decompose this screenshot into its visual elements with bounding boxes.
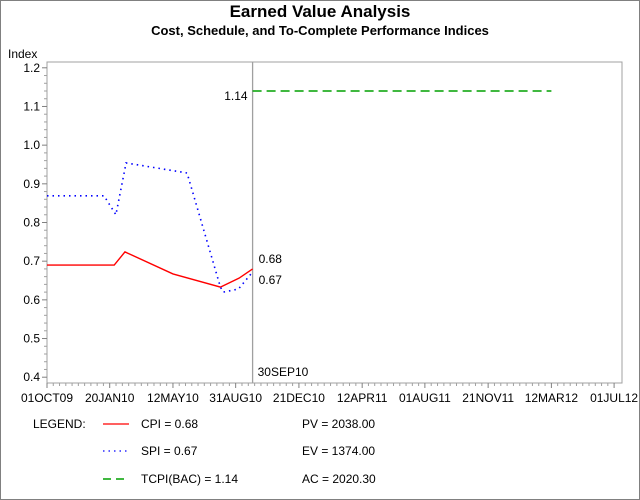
legend-value-pv: PV = 2038.00 (302, 417, 375, 431)
legend-title: LEGEND: (33, 417, 86, 431)
chart-subtitle: Cost, Schedule, and To-Complete Performa… (151, 23, 489, 38)
legend-entry-tcpi: TCPI(BAC) = 1.14 (141, 472, 238, 486)
y-tick-label: 0.7 (23, 254, 40, 268)
series-cpi (47, 251, 253, 288)
legend-value-ev: EV = 1374.00 (302, 444, 375, 458)
x-tick-label: 21DEC10 (273, 391, 325, 405)
chart-title: Earned Value Analysis (230, 2, 411, 21)
x-tick-label: 01AUG11 (399, 391, 451, 405)
legend-entry-cpi: CPI = 0.68 (141, 417, 198, 431)
x-tick-label: 21NOV11 (462, 391, 514, 405)
y-tick-label: 0.4 (23, 370, 40, 384)
x-tick-label: 01JUL12 (590, 391, 638, 405)
y-axis: 0.4 0.5 0.6 0.7 0.8 0.9 1.0 1.1 1.2 (23, 61, 47, 384)
annotation-group: 30SEP10 0.68 0.67 1.14 (224, 89, 308, 379)
y-tick-label: 0.6 (23, 293, 40, 307)
legend: LEGEND: CPI = 0.68 SPI = 0.67 TCPI(BAC) … (33, 417, 376, 486)
x-tick-label: 12APR11 (337, 391, 388, 405)
tcpi-start-label: 1.14 (224, 89, 248, 103)
spi-end-label: 0.67 (259, 273, 283, 287)
x-tick-label: 12MAY10 (147, 391, 199, 405)
y-tick-label: 1.0 (23, 138, 40, 152)
reference-line-label: 30SEP10 (258, 365, 309, 379)
x-tick-label: 12MAR12 (525, 391, 579, 405)
x-tick-label: 20JAN10 (85, 391, 135, 405)
x-tick-label: 01OCT09 (21, 391, 73, 405)
y-tick-label: 0.5 (23, 332, 40, 346)
y-tick-label: 1.1 (23, 99, 40, 113)
cpi-end-label: 0.68 (259, 252, 283, 266)
legend-value-ac: AC = 2020.30 (302, 472, 376, 486)
legend-entry-spi: SPI = 0.67 (141, 444, 198, 458)
x-tick-label: 31AUG10 (209, 391, 262, 405)
y-tick-label: 0.9 (23, 177, 40, 191)
series-group (47, 62, 552, 383)
y-axis-label: Index (8, 47, 37, 61)
y-tick-label: 0.8 (23, 216, 40, 230)
x-axis: 01OCT09 20JAN10 12MAY10 31AUG10 21DEC10 12APR… (21, 383, 638, 405)
y-tick-label: 1.2 (23, 61, 40, 75)
